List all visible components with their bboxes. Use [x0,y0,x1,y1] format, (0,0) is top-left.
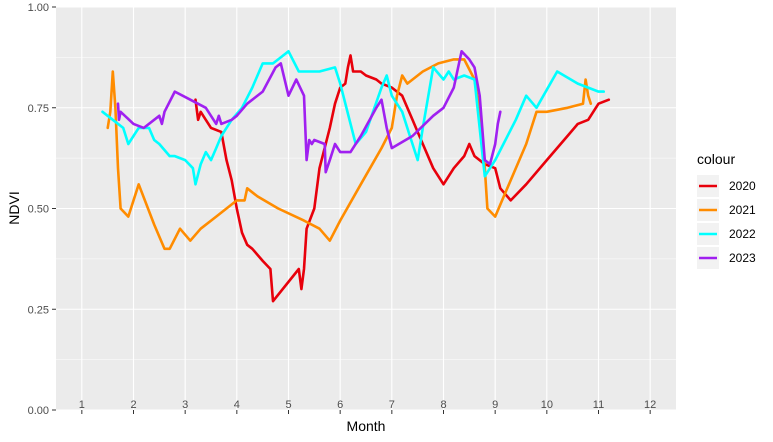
y-tick-label: 0.50 [28,204,49,216]
grid-lines [56,6,676,411]
month-label: 9 [492,399,498,411]
legend-label-2020: 2020 [729,179,756,193]
month-label: 8 [440,399,446,411]
y-axis: 0.00 0.25 0.50 0.75 1.00 [28,2,56,417]
month-label: 6 [337,399,343,411]
legend-label-2022: 2022 [729,227,756,241]
x-axis-title: Month [347,418,386,434]
series-line-2021 [106,58,593,251]
month-label: 4 [234,399,240,411]
month-label: 10 [541,399,553,411]
month-label: 7 [389,399,395,411]
series-line-2020 [194,54,611,303]
y-tick-label: 0.75 [28,103,49,115]
y-axis-title: NDVI [6,191,22,224]
legend-label-2023: 2023 [729,251,756,265]
legend: colour 2020 2021 2022 2023 [697,151,756,269]
series-layer [101,50,611,303]
y-tick-label: 1.00 [28,2,49,14]
y-tick-label: 0.00 [28,405,49,417]
month-label: 12 [644,399,656,411]
month-label: 1 [79,399,85,411]
y-tick-label: 0.25 [28,304,49,316]
month-label: 5 [285,399,291,411]
series-line-2023 [116,50,502,174]
legend-label-2021: 2021 [729,203,756,217]
legend-title: colour [697,151,735,167]
series-line-2022 [101,50,605,186]
month-label: 3 [182,399,188,411]
month-label: 11 [593,399,604,411]
month-label: 2 [130,399,136,411]
x-axis: 1 2 3 4 5 6 7 8 9 10 11 12 [79,399,656,414]
